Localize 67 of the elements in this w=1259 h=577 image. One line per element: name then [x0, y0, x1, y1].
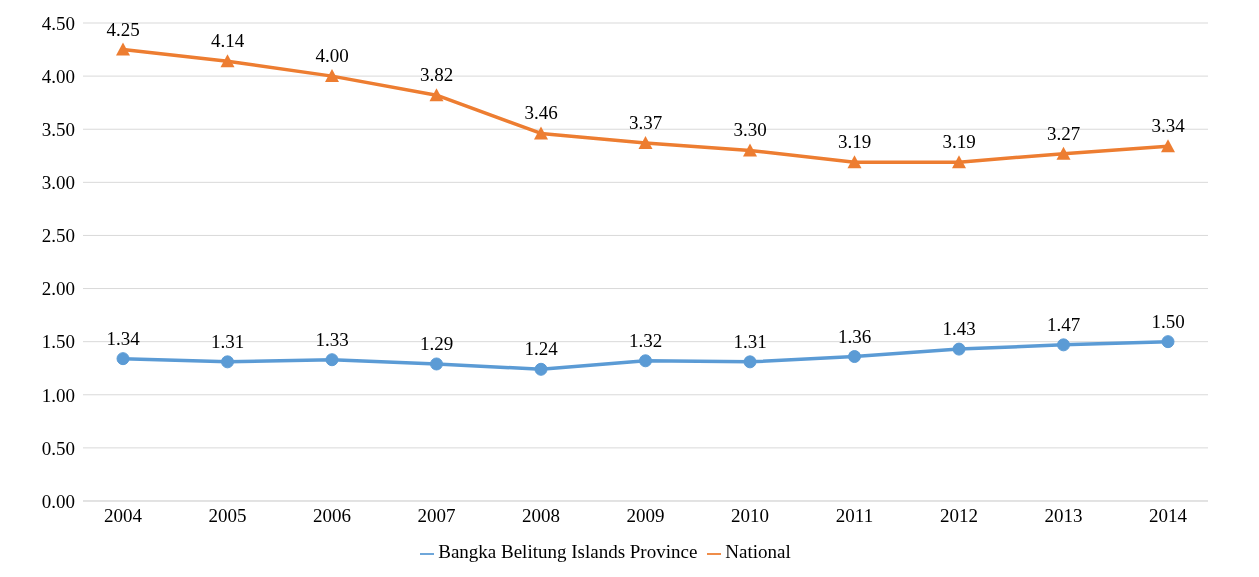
data-label: 3.19 — [942, 131, 976, 153]
data-label: 1.24 — [524, 338, 559, 360]
data-label: 1.36 — [837, 325, 872, 347]
x-tick-label: 2008 — [522, 505, 560, 527]
point — [430, 357, 443, 371]
point — [743, 143, 757, 157]
data-label: 3.30 — [733, 119, 767, 141]
point — [1056, 146, 1071, 160]
point — [1161, 335, 1175, 349]
y-tick-label: 3.50 — [41, 118, 75, 140]
data-label: 1.47 — [1046, 313, 1081, 335]
x-tick-label: 2010 — [731, 505, 769, 527]
data-label: 4.00 — [315, 45, 349, 67]
data-label: 1.43 — [942, 318, 976, 340]
x-tick-label: 2009 — [626, 505, 665, 527]
data-label: 1.32 — [628, 329, 663, 351]
data-label: 3.37 — [628, 112, 663, 134]
data-label: 4.14 — [210, 30, 245, 52]
point — [1057, 338, 1070, 352]
data-label: 1.50 — [1151, 310, 1185, 332]
legend-label: National — [725, 541, 791, 562]
x-tick-label: 2004 — [104, 505, 143, 527]
x-tick-label: 2012 — [940, 505, 978, 527]
x-tick-label: 2005 — [208, 505, 247, 527]
point — [221, 355, 234, 369]
y-tick-label: 2.00 — [41, 278, 75, 300]
point — [848, 350, 861, 364]
data-label: 3.27 — [1046, 122, 1081, 144]
legend-label: Bangka Belitung Islands Province — [438, 541, 698, 562]
data-label: 1.29 — [419, 332, 454, 354]
data-label: 1.31 — [210, 330, 245, 352]
data-label: 1.31 — [733, 330, 767, 352]
data-label: 4.25 — [106, 18, 140, 40]
point — [325, 353, 339, 367]
y-tick-label: 1.00 — [41, 384, 75, 406]
point — [952, 342, 966, 356]
data-label: 1.34 — [106, 327, 141, 349]
data-label: 1.33 — [315, 328, 349, 350]
data-label: 3.46 — [524, 102, 558, 124]
point — [325, 69, 339, 83]
y-tick-label: 0.50 — [41, 437, 75, 459]
point — [116, 42, 130, 56]
data-label: 3.34 — [1151, 115, 1186, 137]
x-tick-label: 2011 — [835, 505, 874, 527]
point — [1161, 139, 1175, 153]
point — [952, 155, 966, 169]
x-tick-label: 2013 — [1044, 505, 1083, 527]
point — [116, 352, 130, 366]
x-tick-label: 2014 — [1149, 505, 1188, 527]
y-tick-label: 3.00 — [41, 172, 75, 194]
point — [847, 155, 862, 169]
x-tick-label: 2006 — [313, 505, 351, 527]
point — [220, 54, 235, 68]
point — [638, 136, 653, 150]
x-tick-label: 2007 — [417, 505, 456, 527]
data-label: 3.19 — [837, 131, 872, 153]
data-label: 3.82 — [419, 64, 454, 86]
point — [534, 126, 548, 140]
y-tick-label: 4.00 — [41, 65, 75, 87]
point — [534, 362, 548, 376]
point — [743, 355, 757, 369]
y-tick-label: 1.50 — [41, 331, 75, 353]
y-tick-label: 4.50 — [41, 12, 75, 34]
y-tick-label: 0.00 — [41, 490, 75, 512]
point — [429, 88, 444, 102]
point — [639, 354, 652, 368]
y-tick-label: 2.50 — [41, 225, 75, 247]
